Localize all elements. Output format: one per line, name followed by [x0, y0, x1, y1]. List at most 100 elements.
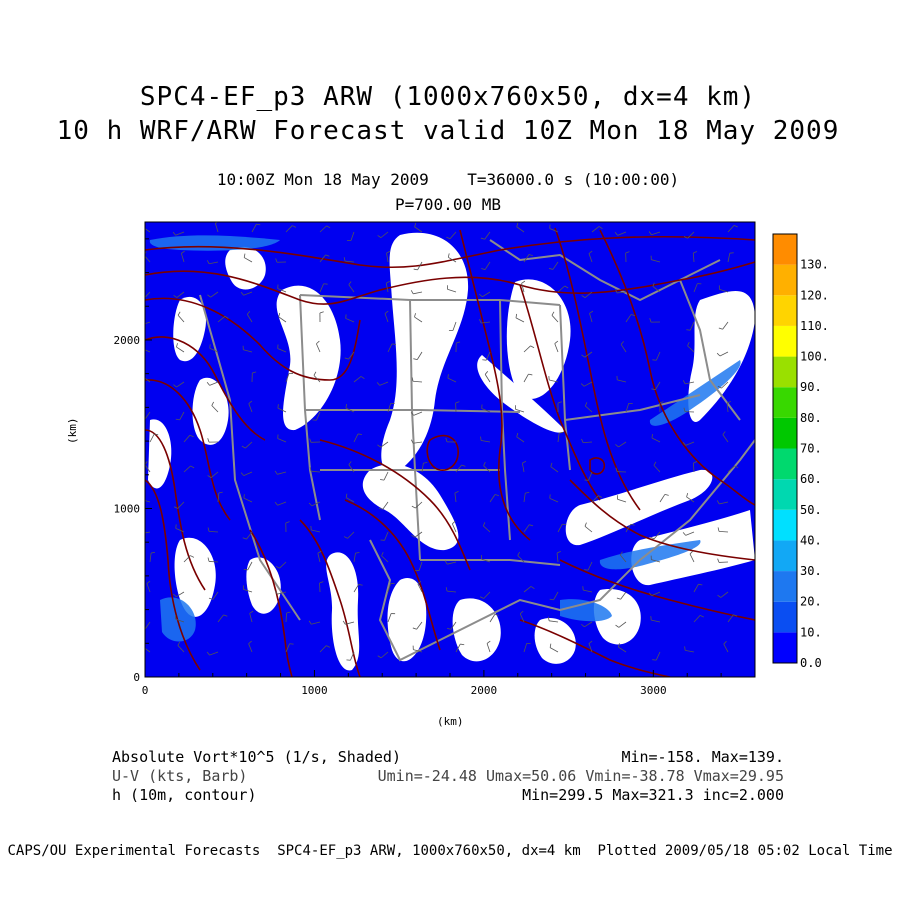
- wind-barb: [411, 377, 423, 383]
- wind-barb: [285, 643, 294, 653]
- wind-barb: [693, 583, 703, 593]
- wind-barb: [652, 651, 661, 661]
- wind-barb: [345, 314, 355, 323]
- wind-barb: [309, 467, 321, 473]
- wind-barb: [277, 434, 287, 443]
- wind-barb: [589, 310, 594, 323]
- wind-barb: [414, 313, 423, 323]
- wind-barb: [484, 371, 491, 383]
- wind-barb: [413, 261, 423, 271]
- legend-wind-label: U-V (kts, Barb): [112, 767, 248, 785]
- wind-barb: [718, 321, 729, 330]
- wind-barb: [308, 620, 321, 625]
- wind-barb: [417, 580, 423, 593]
- colorbar-swatch: [773, 509, 797, 541]
- colorbar-label: 130.: [800, 258, 829, 272]
- wind-barb: [173, 291, 185, 298]
- wind-barb: [481, 404, 491, 413]
- wind-barb: [723, 640, 729, 653]
- wind-barb: [146, 580, 151, 593]
- colorbar-swatch: [773, 356, 797, 388]
- wind-barb: [274, 501, 287, 506]
- x-tick-label: 0: [142, 684, 149, 697]
- legend-height-label: h (10m, contour): [112, 786, 257, 804]
- wind-barb: [727, 252, 734, 263]
- colorbar-swatch: [773, 448, 797, 480]
- wind-barb: [682, 531, 695, 536]
- wind-barb: [683, 407, 695, 413]
- wind-barb: [345, 403, 355, 413]
- wind-barb: [209, 344, 219, 353]
- wind-barb: [353, 433, 363, 443]
- wind-barb: [377, 231, 389, 238]
- wind-barb: [659, 494, 669, 503]
- wind-barb: [482, 351, 491, 361]
- colorbar-frame: [772, 233, 798, 664]
- colorbar-label: 90.: [800, 380, 822, 394]
- wind-barb: [149, 551, 156, 563]
- wind-barb: [413, 351, 423, 361]
- footer-caption: CAPS/OU Experimental Forecasts SPC4-EF_p…: [7, 843, 893, 859]
- wind-barb: [277, 404, 287, 413]
- wind-barb: [387, 582, 395, 593]
- wind-barb: [625, 402, 633, 413]
- wind-barb: [481, 261, 491, 270]
- wind-barb: [248, 640, 253, 653]
- colorbar-label: 60.: [800, 472, 822, 486]
- wind-barb: [387, 613, 396, 623]
- wind-barb: [217, 614, 228, 623]
- wind-barb: [683, 231, 695, 239]
- colorbar-swatch: [773, 632, 797, 663]
- wind-barb: [717, 527, 729, 533]
- wind-barb: [581, 621, 593, 628]
- wind-barb: [455, 341, 461, 353]
- wind-barb: [692, 251, 698, 263]
- colorbar-label: 20.: [800, 595, 822, 609]
- colorbar-swatch: [773, 479, 797, 510]
- wind-barb: [693, 283, 702, 293]
- wind-barb: [145, 228, 151, 233]
- wind-barb: [550, 462, 559, 473]
- colorbar-swatch: [773, 571, 797, 602]
- wind-barb: [242, 585, 253, 593]
- wind-barb: [319, 581, 324, 593]
- wind-barb: [717, 381, 729, 389]
- wind-barb: [548, 261, 559, 270]
- wind-barb: [486, 640, 491, 653]
- wind-barb: [446, 285, 457, 293]
- wind-barb: [242, 531, 253, 540]
- wind-barb: [348, 281, 355, 293]
- colorbar-label: 50.: [800, 503, 822, 517]
- wind-barb: [410, 439, 423, 444]
- colorbar-label: 0.0: [800, 656, 822, 670]
- colorbar-swatch: [773, 295, 797, 326]
- wind-barb: [353, 552, 360, 563]
- wind-barb: [243, 253, 253, 263]
- wind-barb: [516, 222, 525, 233]
- wind-barb: [515, 313, 525, 323]
- wind-barb: [173, 381, 185, 388]
- wind-barb: [208, 591, 219, 600]
- wind-barb: [523, 586, 535, 593]
- wind-barb: [651, 381, 661, 391]
- wind-barb: [410, 290, 423, 295]
- wind-barb: [726, 401, 731, 413]
- wind-barb: [145, 621, 151, 630]
- wind-barb: [343, 531, 355, 539]
- wind-barb: [682, 380, 695, 385]
- wind-barb: [206, 260, 219, 265]
- wind-barb: [377, 441, 389, 448]
- wind-barb: [278, 312, 287, 323]
- wind-barb: [581, 351, 593, 358]
- wind-barb: [615, 467, 627, 473]
- wind-barb: [277, 344, 287, 353]
- wind-barb: [620, 341, 627, 353]
- wind-barb: [521, 280, 526, 293]
- wind-barb: [175, 615, 185, 623]
- wind-barb: [348, 461, 355, 473]
- wind-barb: [479, 591, 491, 599]
- wind-barb: [387, 343, 396, 353]
- wind-barb: [588, 640, 593, 653]
- wind-barb: [557, 431, 564, 443]
- wind-barb: [177, 311, 185, 323]
